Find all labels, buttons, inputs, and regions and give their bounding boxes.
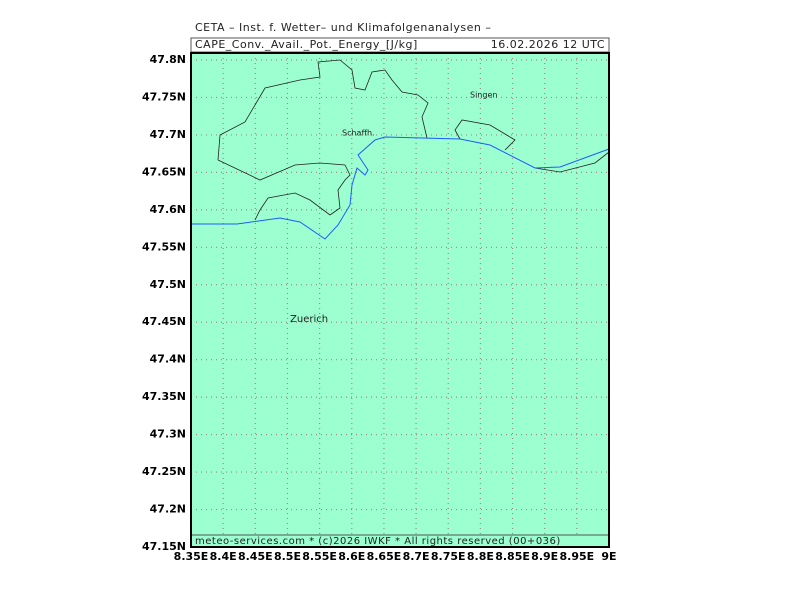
date: 16.02.2026 12 UTC [491, 38, 605, 51]
lat-tick-label: 47.25N [142, 465, 186, 478]
lat-tick-label: 47.7N [150, 128, 186, 141]
lon-tick-label: 8.45E [238, 550, 273, 563]
lat-tick-label: 47.55N [142, 240, 186, 253]
lon-tick-label: 8.5E [274, 550, 301, 563]
institute: CETA – Inst. f. Wetter– und Klimafolgena… [195, 21, 491, 34]
border [454, 119, 516, 151]
footer: meteo-services.com * (c)2026 IWKF * All … [195, 536, 561, 547]
lon-tick-label: 8.55E [302, 550, 337, 563]
river [191, 136, 610, 240]
lat-tick-label: 47.65N [142, 165, 186, 178]
lon-tick-label: 8.7E [403, 550, 430, 563]
lat-tick-label: 47.35N [142, 390, 186, 403]
border [217, 159, 351, 221]
lat-tick-label: 47.5N [150, 278, 186, 291]
map-frame [190, 52, 610, 548]
lat-tick-label: 47.75N [142, 90, 186, 103]
lon-tick-label: 8.65E [367, 550, 402, 563]
lon-tick-label: 8.6E [338, 550, 365, 563]
lon-tick-label: 8.4E [210, 550, 237, 563]
lon-tick-label: 8.75E [431, 550, 466, 563]
place-label: Schaffh. [342, 129, 375, 138]
lat-tick-label: 47.45N [142, 315, 186, 328]
footer-box [191, 535, 609, 547]
lon-tick-label: 8.95E [560, 550, 595, 563]
lon-tick-label: 8.9E [531, 550, 558, 563]
variable: CAPE_Conv._Avail._Pot._Energy_[J/kg] [195, 38, 418, 51]
border [534, 151, 610, 173]
lat-tick-label: 47.6N [150, 203, 186, 216]
lat-tick-label: 47.2N [150, 503, 186, 516]
lat-tick-label: 47.4N [150, 353, 186, 366]
map-area [191, 53, 609, 547]
lon-tick-label: 8.35E [174, 550, 209, 563]
lat-tick-label: 47.3N [150, 428, 186, 441]
ticks: 47.8N 47.75N 47.7N 47.65N 47.6N 47.55N 47.5N 47… [142, 53, 617, 563]
lon-tick-label: 9E [601, 550, 616, 563]
borders [217, 59, 610, 221]
lon-tick-label: 8.8E [467, 550, 494, 563]
lon-tick-label: 8.85E [495, 550, 530, 563]
place-label: Zuerich [290, 314, 328, 325]
lat-tick-label: 47.15N [142, 540, 186, 553]
place-label: Singen [470, 91, 497, 100]
lat-tick-label: 47.8N [150, 53, 186, 66]
border [217, 59, 429, 161]
